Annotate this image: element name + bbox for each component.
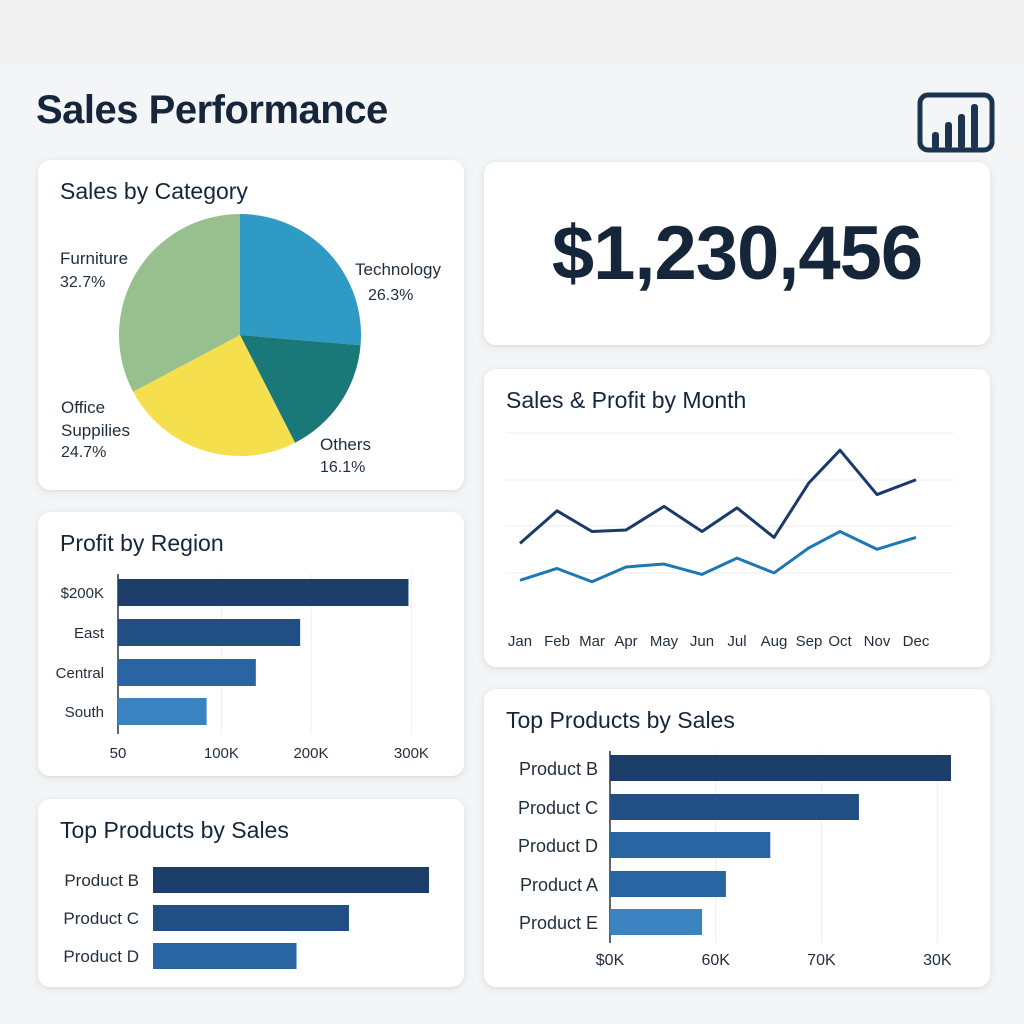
region-category-label: $200K xyxy=(61,585,104,602)
month-tick-label: Oct xyxy=(828,633,852,650)
sales-by-category-chart: Technology 26.3% Others 16.1% Office Suppilie… xyxy=(60,214,442,476)
top-products-right-title: Top Products by Sales xyxy=(506,707,735,733)
bar-chart-logo-icon[interactable] xyxy=(916,92,996,154)
region-category-label: South xyxy=(65,704,104,721)
product-tick-label: $0K xyxy=(596,952,625,969)
product-category-label: Product A xyxy=(520,875,598,895)
series-line-profit xyxy=(519,530,917,584)
pie-percent-label: 16.1% xyxy=(320,459,365,476)
product-category-label: Product C xyxy=(63,909,139,928)
product-bar xyxy=(153,943,297,969)
product-tick-label: 60K xyxy=(701,952,730,969)
month-tick-label: Apr xyxy=(614,633,637,650)
pie-slice xyxy=(240,214,362,346)
month-tick-label: Mar xyxy=(579,633,605,650)
region-category-label: Central xyxy=(56,665,104,682)
profit-by-region-chart: $200K East Central South 50 100K 200K 300K xyxy=(56,574,429,762)
month-tick-label: Nov xyxy=(864,633,891,650)
top-band xyxy=(0,0,1024,64)
product-bar xyxy=(610,755,951,781)
product-bar xyxy=(153,905,349,931)
month-tick-label: Jun xyxy=(690,633,714,650)
region-tick-label: 200K xyxy=(293,745,328,762)
sales-profit-by-month-title: Sales & Profit by Month xyxy=(506,387,747,413)
region-bar xyxy=(118,619,301,646)
product-bar xyxy=(610,871,726,897)
region-tick-label: 300K xyxy=(394,745,429,762)
month-tick-label: Feb xyxy=(544,633,570,650)
month-tick-label: Jan xyxy=(508,633,532,650)
top-products-left-chart: Product B Product C Product D xyxy=(63,867,429,969)
series-line-sales xyxy=(519,448,917,545)
sales-profit-by-month-chart: Jan Feb Mar Apr May Jun Jul Aug Sep Oct Nov Dec xyxy=(506,432,954,650)
product-bar xyxy=(153,867,429,893)
profit-by-region-card: Profit by Region $200K East Central South 50… xyxy=(38,512,464,776)
pie-label: Office xyxy=(61,398,105,417)
product-category-label: Product D xyxy=(63,947,139,966)
product-tick-label: 70K xyxy=(807,952,836,969)
month-tick-label: Sep xyxy=(796,633,823,650)
pie-percent-label: 32.7% xyxy=(60,274,105,291)
region-tick-label: 50 xyxy=(110,745,127,762)
page-title: Sales Performance xyxy=(36,88,388,132)
top-products-left-title: Top Products by Sales xyxy=(60,817,289,843)
pie-slice xyxy=(118,214,240,392)
pie-slice xyxy=(133,335,296,456)
kpi-card: $1,230,456 xyxy=(484,162,990,345)
month-tick-label: Dec xyxy=(903,633,930,650)
region-bar xyxy=(118,579,409,606)
total-sales-value: $1,230,456 xyxy=(551,211,923,296)
product-tick-label: 30K xyxy=(923,952,952,969)
profit-by-region-title: Profit by Region xyxy=(60,530,224,556)
product-category-label: Product B xyxy=(64,871,139,890)
product-bar xyxy=(610,909,703,935)
pie-label: Others xyxy=(320,435,371,454)
top-products-left-card: Top Products by Sales Product B Product C… xyxy=(38,799,464,987)
month-tick-label: May xyxy=(650,633,679,650)
region-category-label: East xyxy=(74,625,105,642)
product-category-label: Product B xyxy=(519,759,598,779)
sales-by-category-title: Sales by Category xyxy=(60,178,248,204)
product-category-label: Product E xyxy=(519,913,598,933)
top-products-right-chart: Product B Product C Product D Product A Prod… xyxy=(518,751,952,969)
sales-by-category-card: Sales by Category Technology 26.3% Others 1… xyxy=(38,160,464,490)
region-bar xyxy=(118,698,207,725)
pie-label: Furniture xyxy=(60,249,128,268)
pie-percent-label: 26.3% xyxy=(368,287,413,304)
region-bar xyxy=(118,659,256,686)
sales-profit-by-month-card: Sales & Profit by Month Jan Feb Mar Apr May J… xyxy=(484,369,990,667)
pie-percent-label: 24.7% xyxy=(61,444,106,461)
month-tick-label: Aug xyxy=(761,633,788,650)
pie-label: Suppilies xyxy=(61,421,130,440)
top-products-right-card: Top Products by Sales Product B Product C… xyxy=(484,689,990,987)
product-bar xyxy=(610,794,859,820)
product-category-label: Product D xyxy=(518,836,598,856)
product-category-label: Product C xyxy=(518,798,598,818)
product-bar xyxy=(610,832,771,858)
pie-label: Technology xyxy=(355,260,442,279)
region-tick-label: 100K xyxy=(204,745,239,762)
pie-slice xyxy=(240,335,361,443)
month-tick-label: Jul xyxy=(727,633,746,650)
